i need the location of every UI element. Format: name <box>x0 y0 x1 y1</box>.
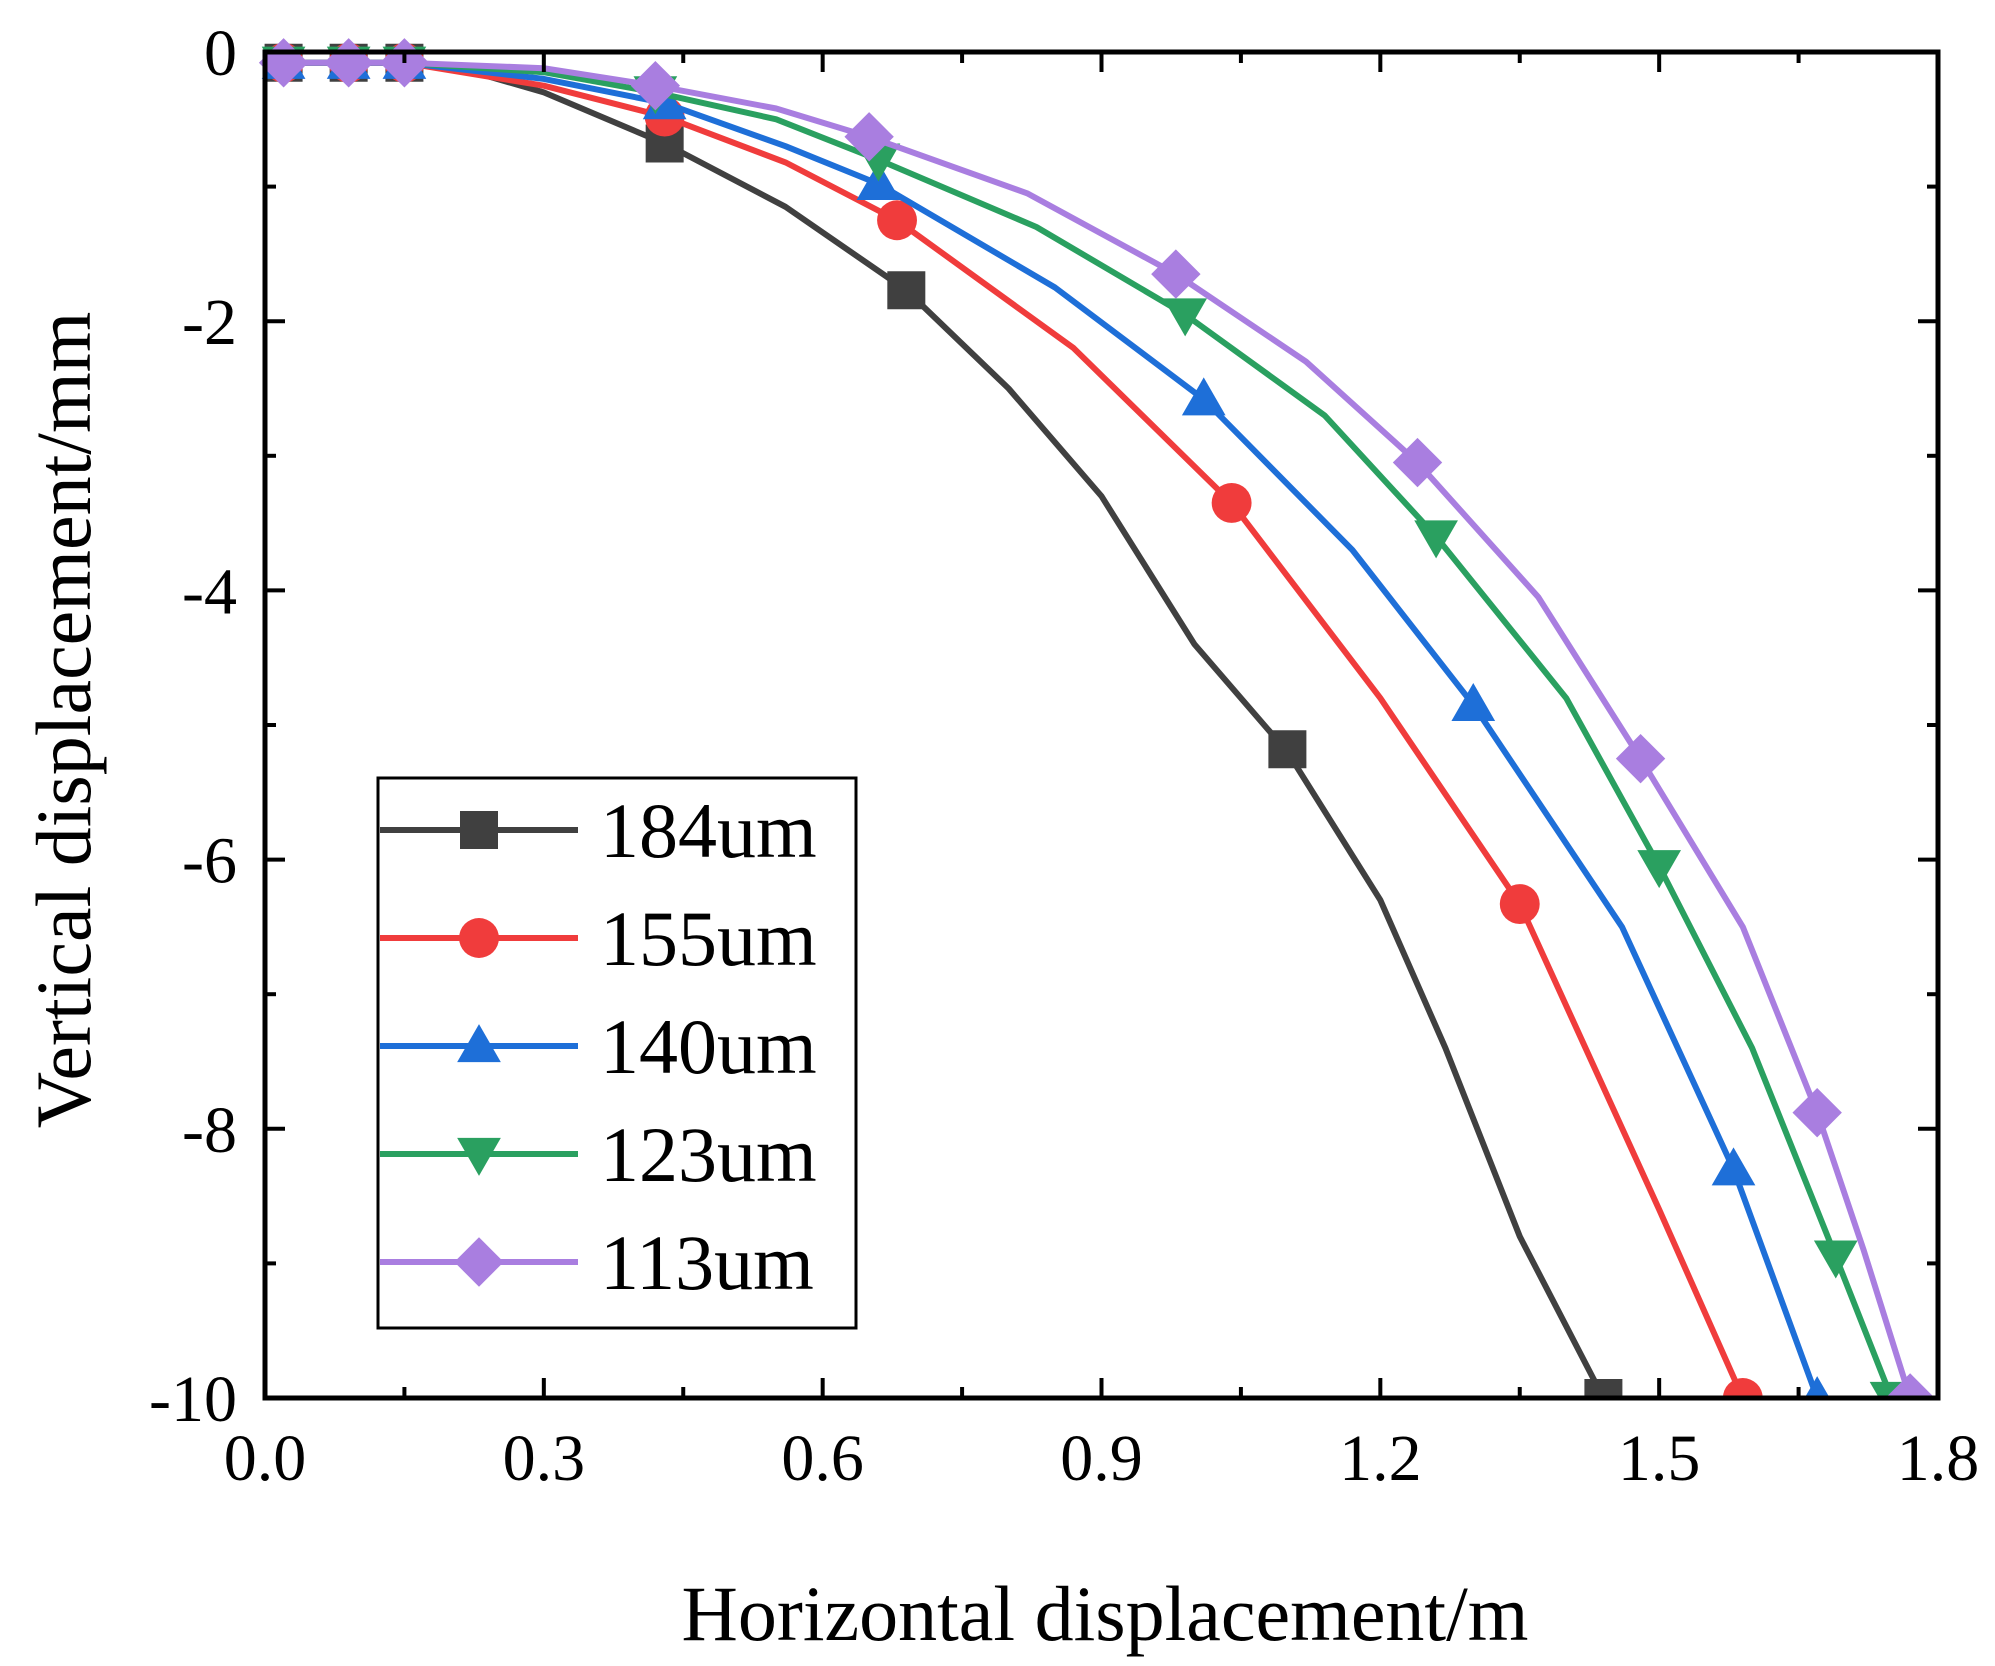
data-point-113um-7 <box>1615 733 1666 784</box>
data-point-155um-7 <box>1722 1378 1763 1398</box>
data-point-123um-8 <box>1813 1240 1858 1279</box>
legend-label-140um: 140um <box>600 1003 817 1090</box>
legend-marker-155um <box>459 918 499 958</box>
legend-marker-123um <box>457 1137 501 1176</box>
x-tick-label-1: 0.3 <box>503 1422 586 1495</box>
legend-label-123um: 123um <box>600 1111 817 1198</box>
data-point-184um-5 <box>1268 730 1307 769</box>
data-point-123um-7 <box>1637 850 1682 889</box>
y-tick-label-5: -10 <box>149 1363 237 1436</box>
y-tick-label-0: 0 <box>204 17 237 90</box>
x-tick-label-3: 0.9 <box>1060 1422 1143 1495</box>
y-tick-label-4: -8 <box>182 1094 237 1167</box>
x-tick-label-6: 1.8 <box>1897 1422 1980 1495</box>
x-tick-label-0: 0.0 <box>224 1422 307 1495</box>
legend-marker-184um <box>460 811 498 849</box>
y-tick-label-2: -4 <box>182 555 237 628</box>
x-axis-title: Horizontal displacement/m <box>682 1570 1529 1657</box>
data-point-113um-9 <box>1885 1373 1935 1398</box>
y-tick-label-1: -2 <box>182 286 237 359</box>
legend-marker-113um <box>454 1237 504 1287</box>
x-tick-label-2: 0.6 <box>781 1422 864 1495</box>
data-point-155um-4 <box>877 200 917 241</box>
legend-label-155um: 155um <box>600 895 817 982</box>
data-point-123um-5 <box>1163 298 1207 337</box>
legend-item-184um: 184um <box>380 787 817 874</box>
y-axis-title: Vertical displacement/mm <box>20 312 107 1129</box>
data-point-113um-5 <box>1151 249 1201 299</box>
y-tick-label-3: -6 <box>182 825 237 898</box>
data-point-155um-6 <box>1499 884 1540 924</box>
axis-ticks: 0.0 0.3 0.6 0.9 1.2 1.5 1.8 0 -2 -4 -6 -8 -10 <box>149 17 1979 1495</box>
x-tick-label-5: 1.5 <box>1618 1422 1701 1495</box>
data-point-184um-6 <box>1584 1379 1623 1398</box>
data-point-113um-3 <box>630 60 681 111</box>
data-point-184um-4 <box>887 271 926 310</box>
data-point-140um-8 <box>1804 1376 1830 1398</box>
data-point-140um-5 <box>1181 377 1226 416</box>
data-point-140um-7 <box>1711 1147 1756 1186</box>
legend-item-113um: 113um <box>380 1219 814 1306</box>
x-tick-label-4: 1.2 <box>1339 1422 1422 1495</box>
data-point-140um-6 <box>1451 682 1496 721</box>
legend-box <box>376 776 858 1330</box>
data-point-123um-6 <box>1414 520 1458 559</box>
legend-label-113um: 113um <box>600 1219 814 1306</box>
data-point-113um-6 <box>1392 437 1443 488</box>
data-point-113um-4 <box>844 112 894 162</box>
legend-marker-140um <box>457 1024 501 1063</box>
legend-item-140um: 140um <box>380 1003 817 1090</box>
data-point-113um-8 <box>1792 1087 1842 1138</box>
legend-item-123um: 123um <box>380 1111 817 1198</box>
legend-label-184um: 184um <box>600 787 817 874</box>
legend: 184um 155um 140um 123um 113um <box>376 776 858 1330</box>
legend-item-155um: 155um <box>380 895 817 982</box>
data-point-155um-5 <box>1211 482 1252 523</box>
